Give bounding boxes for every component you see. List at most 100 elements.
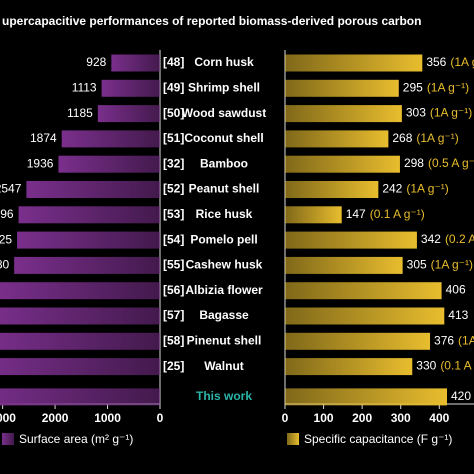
condition-label: (0.5 A g⁻¹)	[428, 156, 474, 170]
ref-label: [53]	[163, 207, 184, 221]
bar	[285, 54, 423, 72]
value-number: 147	[346, 207, 366, 221]
bar	[285, 358, 413, 376]
condition-label: (1A g⁻¹)	[458, 333, 474, 347]
chart-title: upercapacitive performances of reported …	[2, 14, 421, 28]
x-tick-label: 2000	[42, 411, 69, 425]
value-label: 305 (1A g⁻¹)	[407, 258, 473, 272]
category-label: Shrimp shell	[188, 80, 260, 94]
value-label: 356 (1A g⁻¹)	[426, 55, 474, 69]
category-label: Wood sawdust	[182, 106, 266, 120]
ref-label: [58]	[163, 333, 184, 347]
bar	[285, 256, 403, 274]
bar	[61, 130, 160, 148]
bar	[285, 332, 431, 350]
x-tick-label: 300	[391, 411, 411, 425]
bar	[26, 181, 160, 198]
condition-label: (1A g⁻¹)	[431, 258, 473, 272]
bar	[97, 105, 160, 123]
condition-label: (0.2 A g⁻¹)	[445, 232, 474, 246]
value-number: 295	[403, 80, 423, 94]
condition-label: (1A g⁻¹)	[416, 131, 458, 145]
bar	[285, 206, 342, 224]
value-label: 1185	[67, 106, 93, 120]
value-label: 2780	[0, 258, 9, 272]
x-tick-label: 100	[314, 411, 334, 425]
bar	[111, 54, 160, 72]
bar	[17, 231, 161, 249]
bar	[285, 130, 389, 148]
legend-swatch	[2, 433, 14, 445]
ref-label: [32]	[163, 156, 184, 170]
bar	[58, 155, 160, 173]
value-number: 420	[451, 389, 471, 403]
x-tick-label: 400	[429, 411, 449, 425]
value-label: 2547	[0, 182, 22, 196]
category-label: Coconut shell	[184, 131, 263, 145]
ref-label: [51]	[163, 131, 184, 145]
category-label: Peanut shell	[189, 182, 260, 196]
value-number: 298	[404, 156, 424, 170]
value-number: 413	[448, 308, 468, 322]
value-number: 342	[421, 232, 441, 246]
value-label: 406	[446, 283, 466, 297]
value-label: 420	[451, 389, 471, 403]
bar	[0, 307, 160, 325]
bar	[0, 332, 160, 350]
condition-label: (0.1 A g⁻¹)	[440, 359, 474, 373]
value-number: 303	[406, 106, 426, 120]
bar	[285, 155, 400, 173]
bar	[285, 388, 447, 406]
value-label: 242 (1A g⁻¹)	[382, 182, 448, 196]
ref-label: [48]	[163, 55, 184, 69]
condition-label: (0.1 A g⁻¹)	[370, 207, 425, 221]
ref-label: [52]	[163, 182, 184, 196]
x-tick-label: 0	[157, 411, 164, 425]
bar	[285, 307, 445, 325]
category-label: Bamboo	[200, 156, 248, 170]
condition-label: (1A g⁻¹)	[450, 55, 474, 69]
category-label: Pomelo pell	[190, 232, 257, 246]
category-label: Cashew husk	[186, 258, 263, 272]
value-number: 305	[407, 258, 427, 272]
x-tick-label: 200	[352, 411, 372, 425]
value-label: 1113	[72, 80, 97, 94]
bar	[18, 206, 160, 224]
value-number: 406	[446, 283, 466, 297]
value-label: 1874	[30, 131, 57, 145]
value-label: 295 (1A g⁻¹)	[403, 80, 469, 94]
x-tick-label: 3000	[0, 411, 16, 425]
value-label: 147 (0.1 A g⁻¹)	[346, 207, 425, 221]
bar	[285, 282, 442, 300]
value-label: 1936	[27, 156, 54, 170]
ref-label: [57]	[163, 308, 184, 322]
bar	[285, 231, 417, 249]
bar	[0, 388, 160, 406]
value-label: 2696	[0, 207, 14, 221]
legend-swatch	[287, 433, 299, 445]
value-label: 928	[86, 55, 106, 69]
value-number: 356	[426, 55, 446, 69]
value-label: 298 (0.5 A g⁻¹)	[404, 156, 474, 170]
ref-label: [54]	[163, 232, 184, 246]
ref-label: [50]	[163, 106, 184, 120]
value-number: 242	[382, 182, 402, 196]
bar	[14, 256, 160, 274]
ref-label: [55]	[163, 258, 184, 272]
value-label: 376 (1A g⁻¹)	[434, 333, 474, 347]
legend-label: Specific capacitance (F g⁻¹)	[304, 432, 452, 446]
x-tick-label: 1000	[94, 411, 121, 425]
condition-label: (1A g⁻¹)	[406, 182, 448, 196]
category-label: Rice husk	[196, 207, 253, 221]
value-label: 2725	[0, 232, 12, 246]
bar	[101, 79, 160, 97]
value-label: 342 (0.2 A g⁻¹)	[421, 232, 474, 246]
category-label: Bagasse	[199, 308, 249, 322]
category-label: Albizia flower	[185, 283, 263, 297]
value-number: 376	[434, 333, 454, 347]
condition-label: (1A g⁻¹)	[430, 106, 472, 120]
value-number: 268	[392, 131, 412, 145]
value-label: 413	[448, 308, 468, 322]
